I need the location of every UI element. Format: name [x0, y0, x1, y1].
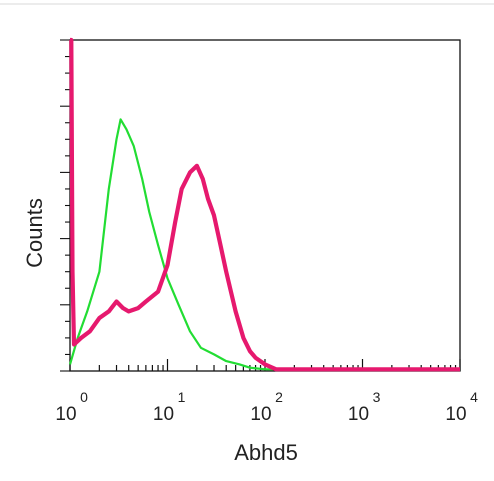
y-axis-ticks	[60, 39, 70, 372]
x-tick-label-exponent: 2	[275, 389, 283, 405]
x-tick-label-base: 10	[348, 404, 369, 425]
plot-frame	[69, 39, 461, 372]
series-line-1	[68, 118, 460, 371]
x-tick-label-base: 10	[445, 404, 466, 425]
x-tick-label-base: 10	[153, 404, 174, 425]
y-axis-title: Counts	[22, 198, 47, 268]
x-tick-label-exponent: 0	[80, 389, 88, 405]
series-line-2	[69, 37, 460, 372]
x-tick-label-base: 10	[250, 404, 271, 425]
x-tick-label-exponent: 3	[373, 389, 381, 405]
x-tick-label-base: 10	[55, 404, 76, 425]
x-tick-label-exponent: 1	[178, 389, 186, 405]
series-layer	[68, 37, 460, 372]
x-tick-label-exponent: 4	[470, 389, 478, 405]
x-axis-title: Abhd5	[234, 440, 298, 465]
